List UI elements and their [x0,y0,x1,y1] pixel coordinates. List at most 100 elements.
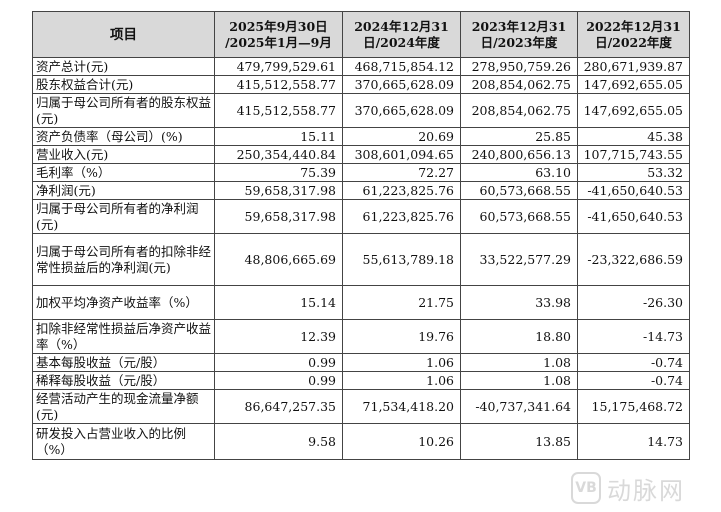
value-cell: 415,512,558.77 [214,93,343,128]
value-cell: 75.39 [214,163,343,182]
table-row: 股东权益合计(元) 415,512,558.77 370,665,628.09 208… [32,75,690,94]
value-cell: -14.73 [577,319,690,354]
watermark: VB 动脉网 [571,471,711,505]
row-label: 扣除非经常性损益后净资产收益率（%） [32,319,215,354]
header-item-label: 项目 [110,26,137,43]
table-row: 经营活动产生的现金流量净额(元) 86,647,257.35 71,534,418.… [32,389,690,424]
table-row: 基本每股收益（元/股） 0.99 1.06 1.08 -0.74 [32,353,690,372]
value-cell: 0.99 [214,353,343,372]
row-label: 资产总计(元) [32,57,215,76]
value-cell: 18.80 [460,319,578,354]
table-body: 资产总计(元) 479,799,529.61 468,715,854.12 278,9… [32,57,690,460]
header-2025q3: 2025年9月30日 /2025年1月—9月 [214,11,343,58]
table-row: 归属于母公司所有者的净利润(元) 59,658,317.98 61,223,825.… [32,199,690,234]
value-cell: 1.08 [460,353,578,372]
value-cell: 25.85 [460,127,578,146]
value-cell: 147,692,655.05 [577,93,690,128]
value-cell: 468,715,854.12 [342,57,461,76]
value-cell: 13.85 [460,423,578,460]
value-cell: 280,671,939.87 [577,57,690,76]
row-label: 稀释每股收益（元/股） [32,371,215,390]
value-cell: 1.06 [342,371,461,390]
value-cell: 59,658,317.98 [214,199,343,234]
header-2023: 2023年12月31 日/2023年度 [460,11,578,58]
table-row: 扣除非经常性损益后净资产收益率（%） 12.39 19.76 18.80 -14.73 [32,319,690,354]
value-cell: 0.99 [214,371,343,390]
value-cell: 12.39 [214,319,343,354]
row-label: 基本每股收益（元/股） [32,353,215,372]
value-cell: 86,647,257.35 [214,389,343,424]
value-cell: 147,692,655.05 [577,75,690,94]
value-cell: 278,950,759.26 [460,57,578,76]
value-cell: 63.10 [460,163,578,182]
value-cell: -41,650,640.53 [577,181,690,200]
value-cell: 415,512,558.77 [214,75,343,94]
table-row: 归属于母公司所有者的股东权益(元) 415,512,558.77 370,665,6… [32,93,690,128]
value-cell: 370,665,628.09 [342,75,461,94]
value-cell: 72.27 [342,163,461,182]
value-cell: 15,175,468.72 [577,389,690,424]
value-cell: 1.08 [460,371,578,390]
value-cell: 33.98 [460,285,578,320]
value-cell: 15.11 [214,127,343,146]
value-cell: 14.73 [577,423,690,460]
value-cell: 53.32 [577,163,690,182]
value-cell: 61,223,825.76 [342,199,461,234]
header-2022-line2: 日/2022年度 [595,34,672,50]
row-label: 股东权益合计(元) [32,75,215,94]
value-cell: 19.76 [342,319,461,354]
row-label: 毛利率（%） [32,163,215,182]
header-2023-line1: 2023年12月31 [471,18,567,34]
header-row: 项目 2025年9月30日 /2025年1月—9月 2024年12月31 日/2… [32,11,690,58]
value-cell: 48,806,665.69 [214,233,343,286]
value-cell: -41,650,640.53 [577,199,690,234]
row-label: 研发投入占营业收入的比例（%） [32,423,215,460]
value-cell: 20.69 [342,127,461,146]
value-cell: 250,354,440.84 [214,145,343,164]
value-cell: -0.74 [577,371,690,390]
header-2024: 2024年12月31 日/2024年度 [342,11,461,58]
value-cell: 107,715,743.55 [577,145,690,164]
header-2025q3-line1: 2025年9月30日 [229,18,328,34]
row-label: 经营活动产生的现金流量净额(元) [32,389,215,424]
table-row: 研发投入占营业收入的比例（%） 9.58 10.26 13.85 14.73 [32,423,690,460]
table-row: 稀释每股收益（元/股） 0.99 1.06 1.08 -0.74 [32,371,690,390]
value-cell: 21.75 [342,285,461,320]
value-cell: 9.58 [214,423,343,460]
table-row: 资产总计(元) 479,799,529.61 468,715,854.12 278,9… [32,57,690,76]
watermark-text: 动脉网 [607,476,685,505]
value-cell: 55,613,789.18 [342,233,461,286]
table-row: 净利润(元) 59,658,317.98 61,223,825.76 60,573,6… [32,181,690,200]
header-2023-line2: 日/2023年度 [480,34,558,50]
table-row: 资产负债率（母公司）(%) 15.11 20.69 25.85 45.38 [32,127,690,146]
value-cell: 10.26 [342,423,461,460]
value-cell: 1.06 [342,353,461,372]
table-row: 加权平均净资产收益率（%） 15.14 21.75 33.98 -26.30 [32,285,690,320]
header-2024-line2: 日/2024年度 [363,34,440,50]
value-cell: 308,601,094.65 [342,145,461,164]
value-cell: -0.74 [577,353,690,372]
watermark-logo-icon: VB [571,472,601,504]
value-cell: 240,800,656.13 [460,145,578,164]
header-item: 项目 [32,11,215,58]
row-label: 归属于母公司所有者的扣除非经常性损益后的净利润(元) [32,233,215,286]
row-label: 营业收入(元) [32,145,215,164]
value-cell: 60,573,668.55 [460,181,578,200]
table-row: 毛利率（%） 75.39 72.27 63.10 53.32 [32,163,690,182]
value-cell: 71,534,418.20 [342,389,461,424]
row-label: 加权平均净资产收益率（%） [32,285,215,320]
value-cell: 15.14 [214,285,343,320]
value-cell: 45.38 [577,127,690,146]
value-cell: 33,522,577.29 [460,233,578,286]
header-2025q3-line2: /2025年1月—9月 [225,34,332,50]
value-cell: 479,799,529.61 [214,57,343,76]
financial-data-table: 项目 2025年9月30日 /2025年1月—9月 2024年12月31 日/2… [32,11,690,460]
header-2022: 2022年12月31 日/2022年度 [577,11,690,58]
header-2024-line1: 2024年12月31 [354,18,449,34]
value-cell: 208,854,062.75 [460,93,578,128]
value-cell: 60,573,668.55 [460,199,578,234]
table-row: 营业收入(元) 250,354,440.84 308,601,094.65 240,8… [32,145,690,164]
value-cell: -40,737,341.64 [460,389,578,424]
header-2022-line1: 2022年12月31 [586,18,681,34]
table-row: 归属于母公司所有者的扣除非经常性损益后的净利润(元) 48,806,665.69 5… [32,233,690,286]
